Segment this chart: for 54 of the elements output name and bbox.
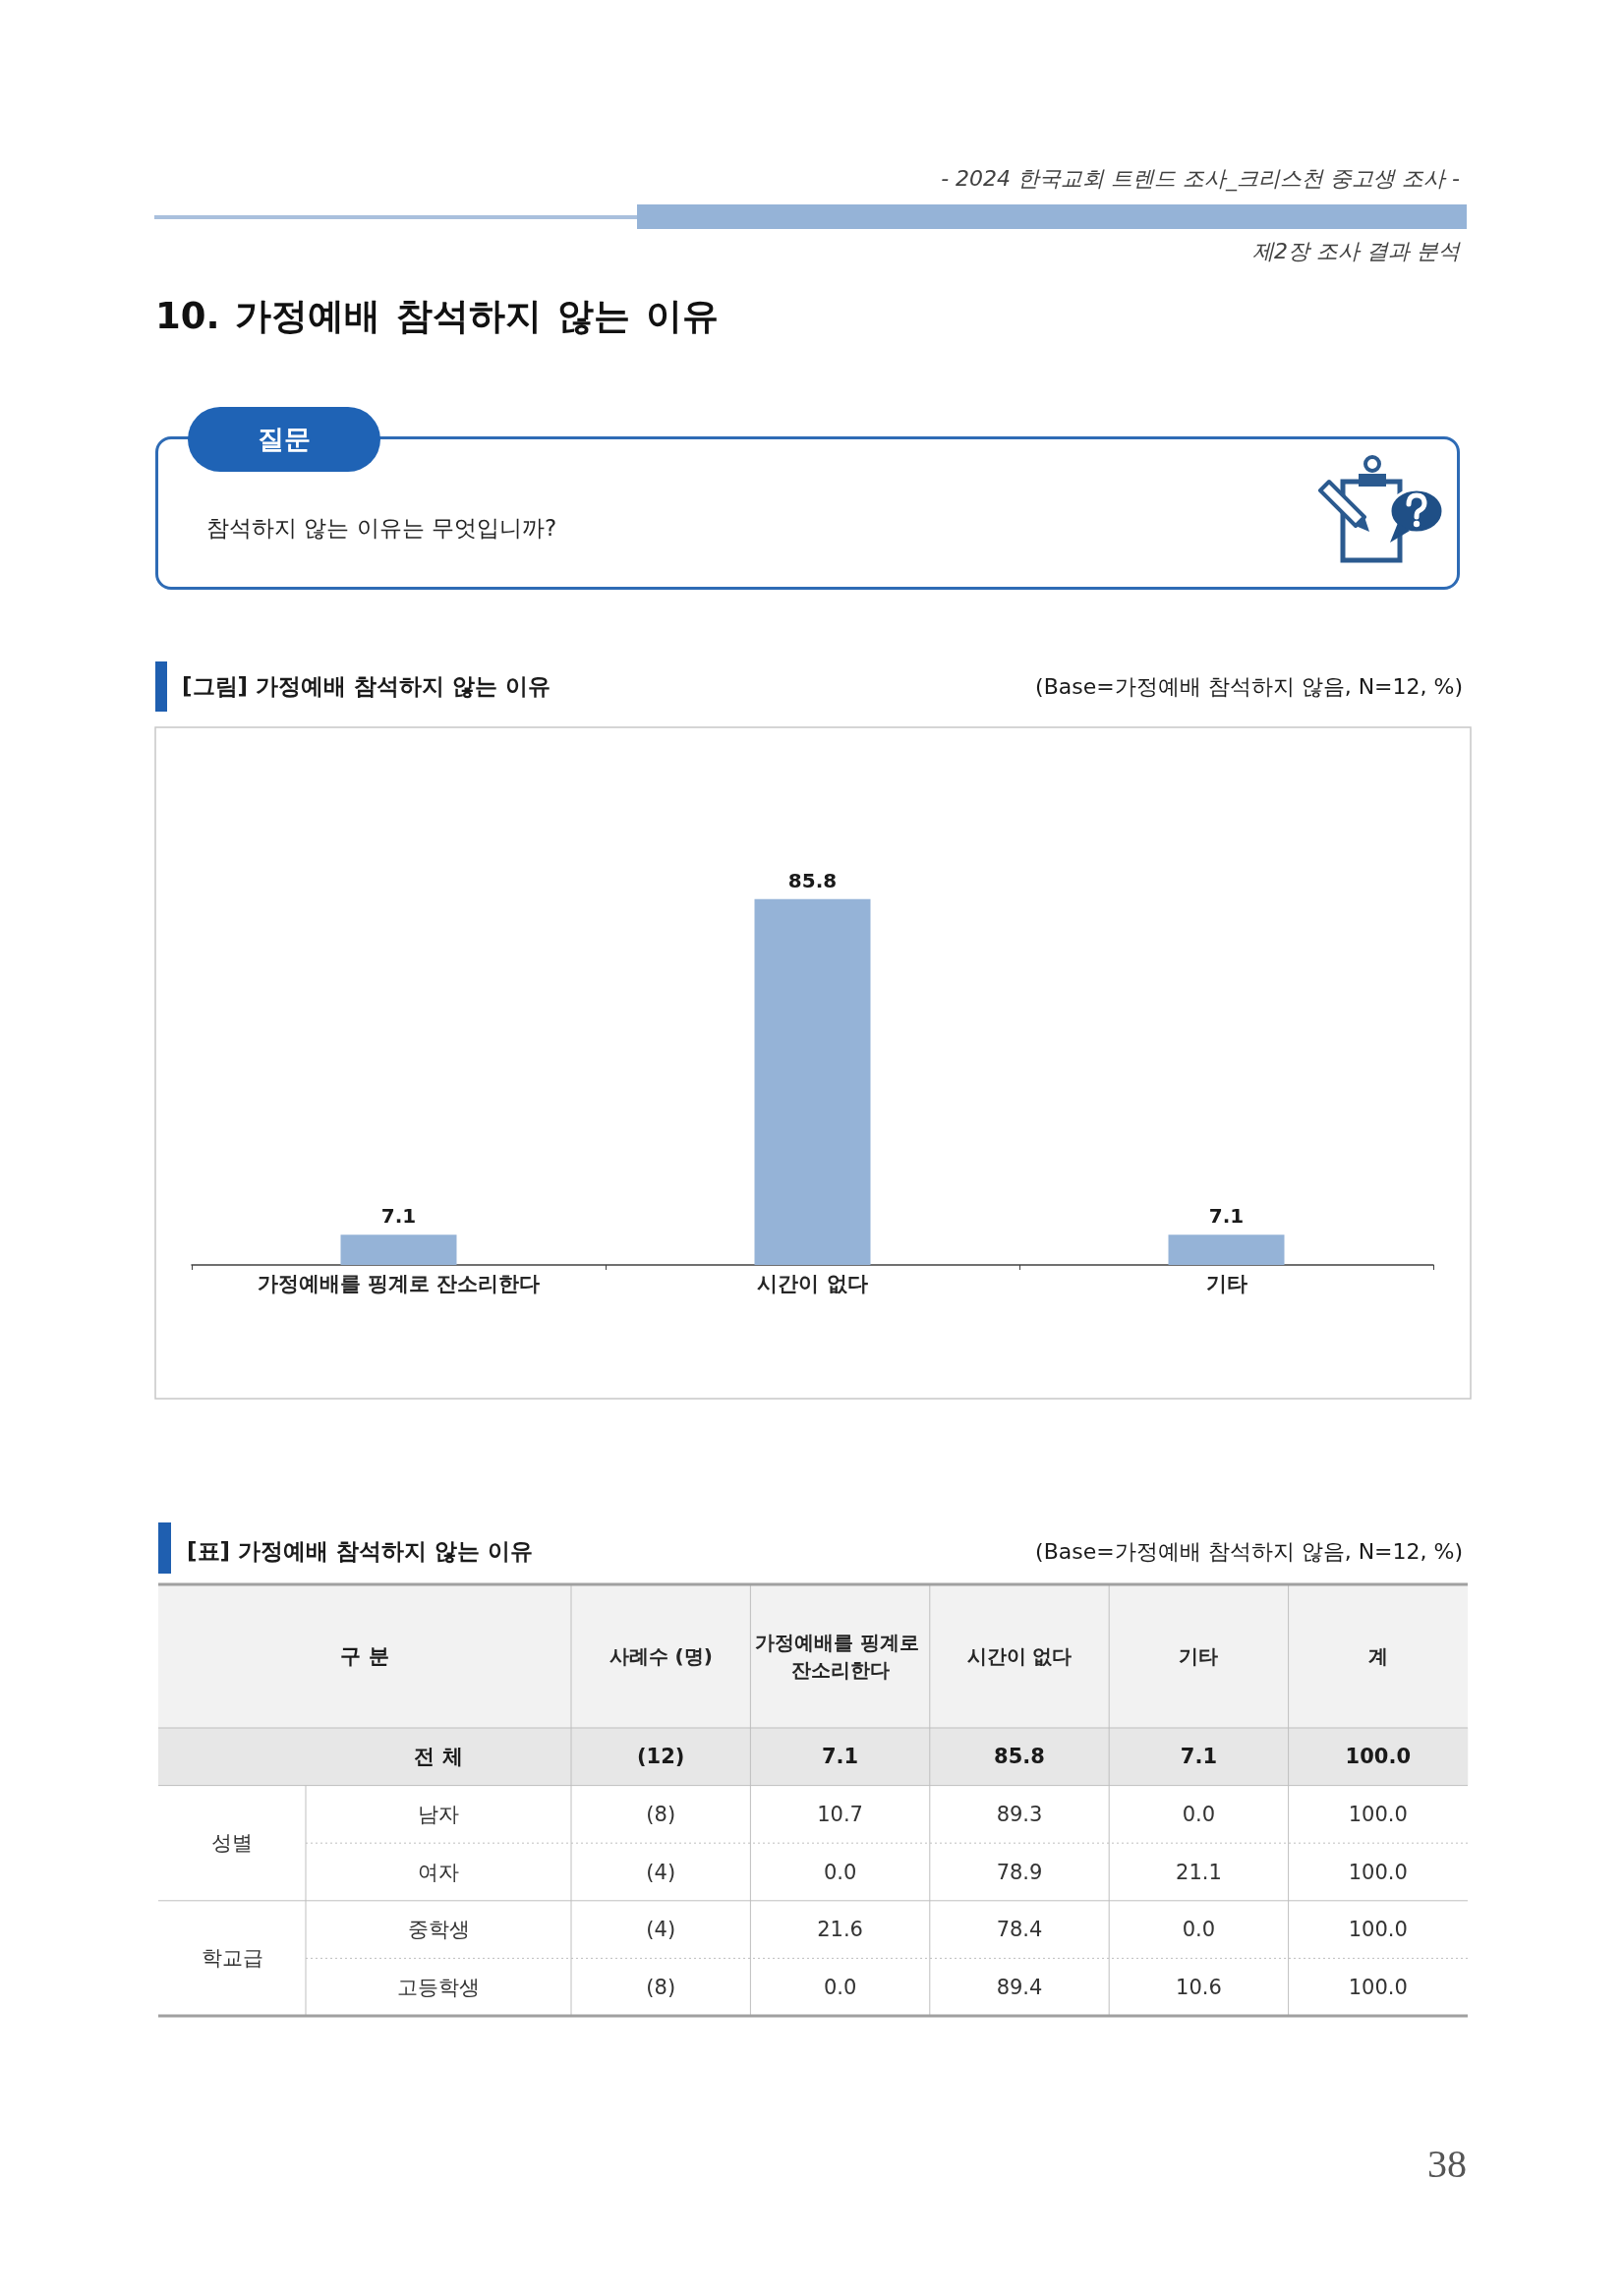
data-label: 7.1	[1208, 1204, 1245, 1229]
x-tick-label: 시간이 없다	[966, 1644, 1073, 1668]
data-label: 100.0	[1345, 1745, 1412, 1769]
data-label: (4)	[646, 1918, 676, 1942]
text: 질문	[258, 423, 311, 456]
data-label: 7.1	[1180, 1745, 1217, 1769]
x-tick-label: 가정예배를 핑계로 잔소리한다	[257, 1271, 541, 1295]
data-label: 7.1	[380, 1204, 417, 1229]
y-tick-label: 고등학생	[397, 1975, 480, 1999]
data-label: (12)	[636, 1745, 685, 1769]
data-label: 0.0	[1182, 1802, 1216, 1826]
x-tick-label: 사례수 (명)	[609, 1644, 713, 1668]
text: 구 분	[340, 1644, 389, 1668]
text: 성별	[211, 1831, 253, 1856]
x-tick-label: 시간이 없다	[757, 1271, 868, 1295]
y-tick-label: 전 체	[414, 1745, 463, 1769]
data-label: 89.3	[996, 1802, 1043, 1826]
data-label: 100.0	[1348, 1975, 1408, 1999]
x-tick-label: 기타	[1205, 1271, 1247, 1295]
data-label: 7.1	[822, 1745, 859, 1769]
x-tick-label: 계	[1367, 1644, 1388, 1668]
data-label: 21.6	[817, 1918, 863, 1942]
data-label: 89.4	[996, 1975, 1043, 1999]
x-tick-label: 기타	[1179, 1644, 1219, 1668]
data-label: 100.0	[1348, 1860, 1408, 1884]
data-label: 10.6	[1176, 1975, 1222, 1999]
data-label: 0.0	[823, 1860, 857, 1884]
text: 38	[1427, 2141, 1467, 2188]
data-label: (4)	[646, 1860, 676, 1884]
data-label: 100.0	[1348, 1918, 1408, 1942]
chart-subtitle: (Base=가정예배 참석하지 않음, N=12, %)	[1035, 673, 1463, 699]
text: 제2장 조사 결과 분석	[1252, 238, 1460, 265]
y-tick-label: 여자	[418, 1860, 459, 1884]
data-label: 21.1	[1176, 1860, 1222, 1884]
text: 10. 가정예배 참석하지 않는 이유	[155, 294, 720, 339]
y-tick-label: 남자	[418, 1802, 459, 1826]
data-label: 78.4	[996, 1918, 1043, 1942]
data-label: 85.8	[994, 1745, 1045, 1769]
data-label: 0.0	[823, 1975, 857, 1999]
chart-title: [그림] 가정예배 참석하지 않는 이유	[182, 672, 551, 699]
x-tick-label: 가정예배를 핑계로 잔소리한다	[754, 1631, 926, 1682]
data-label: 85.8	[787, 868, 838, 892]
text: 학교급	[201, 1946, 263, 1971]
data-label: (8)	[646, 1802, 676, 1826]
text: - 2024 한국교회 트렌드 조사_크리스천 중고생 조사 -	[941, 165, 1460, 193]
data-label: (8)	[646, 1975, 676, 1999]
data-label: 0.0	[1182, 1918, 1216, 1942]
data-label: 10.7	[817, 1802, 863, 1826]
data-label: 78.9	[996, 1860, 1043, 1884]
y-tick-label: 중학생	[407, 1918, 470, 1942]
data-label: 100.0	[1348, 1802, 1408, 1826]
text: 참석하지 않는 이유는 무엇입니까?	[206, 515, 557, 543]
text: [표] 가정예배 참석하지 않는 이유	[187, 1537, 534, 1564]
chart-subtitle: (Base=가정예배 참석하지 않음, N=12, %)	[1035, 1538, 1463, 1564]
